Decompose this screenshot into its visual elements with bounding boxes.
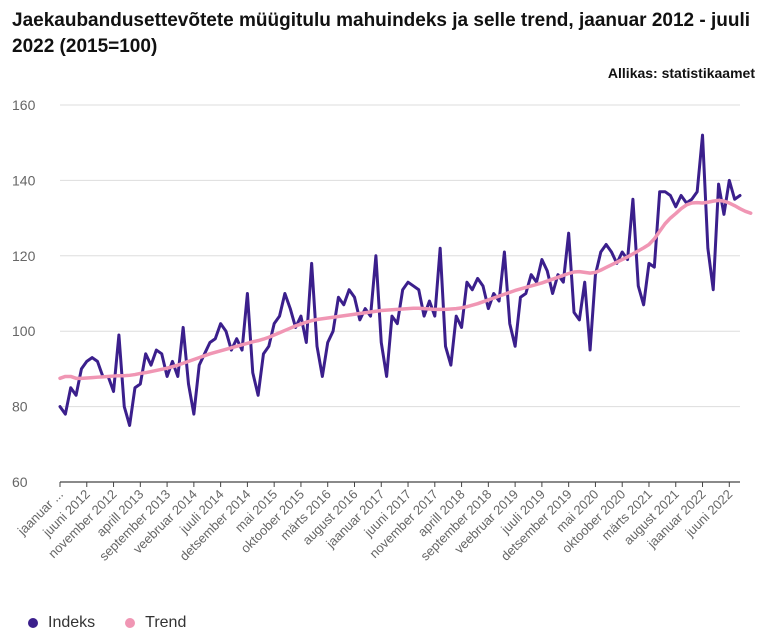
legend-label-indeks: Indeks (48, 614, 96, 631)
y-tick-label: 60 (12, 474, 28, 490)
legend: Indeks Trend (28, 614, 186, 632)
legend-item-trend[interactable]: Trend (125, 614, 186, 632)
y-tick-label: 100 (12, 323, 36, 339)
y-axis-ticks: 60 80 100 120 140 160 (12, 97, 36, 490)
y-tick-label: 80 (12, 399, 28, 415)
legend-label-trend: Trend (145, 614, 187, 631)
line-chart: 60 80 100 120 140 160 jaanuar ...juuni 2012no… (12, 97, 753, 564)
legend-swatch-indeks (28, 618, 38, 628)
legend-swatch-trend (125, 618, 136, 628)
gridlines (60, 104, 740, 483)
legend-item-indeks[interactable]: Indeks (28, 614, 95, 632)
y-tick-label: 140 (12, 172, 36, 188)
series-line-trend (58, 198, 753, 381)
chart-title: Jaekaubandusettevõtete müügitulu mahuind… (12, 10, 751, 57)
y-tick-label: 120 (12, 248, 36, 264)
series-lines (58, 133, 753, 427)
source-label: Allikas: statistikaamet (607, 65, 755, 81)
y-tick-label: 160 (12, 97, 36, 113)
series-line-indeks (58, 133, 742, 427)
